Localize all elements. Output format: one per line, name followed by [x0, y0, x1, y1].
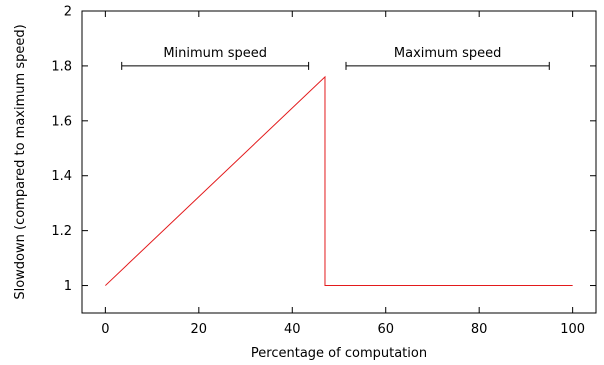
x-axis-label: Percentage of computation — [251, 346, 427, 361]
range-label: Maximum speed — [394, 46, 501, 61]
data-series — [105, 75, 573, 287]
x-tick-label: 80 — [471, 322, 488, 337]
range-annotation: Maximum speed — [345, 46, 550, 70]
range-label: Minimum speed — [163, 46, 267, 61]
y-tick-label: 1.4 — [51, 169, 72, 184]
y-tick-label: 1.8 — [51, 59, 72, 74]
y-tick-label: 1.6 — [51, 114, 72, 129]
y-tick-label: 1.2 — [51, 224, 72, 239]
y-tick-label: 2 — [64, 5, 72, 20]
x-tick-label: 0 — [101, 322, 109, 337]
plot-frame — [81, 10, 597, 314]
y-tick-label: 1 — [64, 279, 72, 294]
y-axis-label: Slowdown (compared to maximum speed) — [13, 24, 28, 299]
axis-ticks: 0 20 40 60 80 100 1 1.2 1.4 1.6 1.8 2 — [51, 5, 596, 337]
x-tick-label: 60 — [377, 322, 394, 337]
range-annotation: Minimum speed — [121, 46, 310, 70]
range-annotations: Minimum speed Maximum speed — [121, 46, 550, 70]
x-tick-label: 40 — [284, 322, 301, 337]
x-tick-label: 20 — [191, 322, 208, 337]
x-tick-label: 100 — [560, 322, 585, 337]
series-line — [105, 75, 573, 287]
